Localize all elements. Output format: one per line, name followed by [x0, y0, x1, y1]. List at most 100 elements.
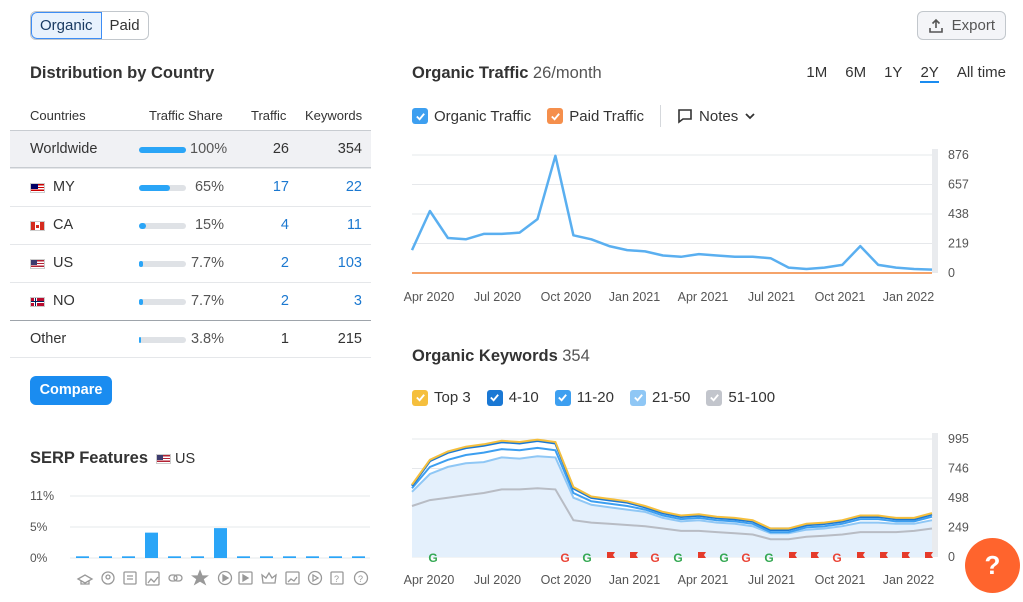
- pos-11-20-label: 11-20: [576, 389, 614, 406]
- organic-keywords-chart[interactable]: 0 249 498 746 995 Apr 2020 Jul 2020 Oct 2020 Jan…: [400, 425, 1000, 597]
- traffic-link[interactable]: 2: [280, 293, 289, 309]
- traffic-legend: Organic Traffic Paid Traffic Notes: [412, 105, 756, 127]
- traffic-link[interactable]: 4: [280, 217, 289, 233]
- table-row-other[interactable]: Other 3.8% 1 215: [10, 320, 371, 358]
- x-tick-label: Apr 2020: [404, 290, 455, 304]
- range-1y[interactable]: 1Y: [884, 64, 903, 81]
- note-flag-marker: [630, 552, 638, 564]
- keywords-link[interactable]: 3: [353, 293, 362, 309]
- serp-country[interactable]: US: [156, 451, 195, 467]
- table-row-ca[interactable]: CA 15% 4 11: [10, 206, 371, 244]
- x-tick-label: Apr 2020: [404, 573, 455, 587]
- country-cell: NO: [30, 283, 75, 320]
- top3-checkbox[interactable]: [412, 389, 428, 406]
- header-countries: Countries: [30, 108, 86, 123]
- x-tick-label: Oct 2020: [541, 290, 592, 304]
- top3-label: Top 3: [434, 389, 471, 406]
- y-tick-label: 876: [948, 148, 969, 162]
- paid-traffic-checkbox[interactable]: [547, 108, 564, 124]
- share-value: 65%: [194, 179, 224, 195]
- serp-bars: [76, 528, 365, 558]
- pos-51-100-checkbox[interactable]: [706, 389, 723, 406]
- range-2y[interactable]: 2Y: [920, 64, 939, 83]
- series-line-11-20: [411, 446, 933, 534]
- news-icon[interactable]: [123, 571, 137, 585]
- link-icon[interactable]: [168, 574, 183, 582]
- serp-features-header: SERP Features US: [30, 449, 195, 468]
- organic-keywords-header: Organic Keywords 354: [412, 347, 590, 366]
- traffic-value: 1: [280, 331, 289, 347]
- range-1m[interactable]: 1M: [806, 64, 828, 81]
- x-tick-label: Apr 2021: [678, 290, 729, 304]
- google-update-marker: G: [650, 551, 659, 565]
- star-icon[interactable]: [191, 569, 209, 586]
- serp-ytick-5: 5%: [30, 520, 48, 534]
- crown-icon[interactable]: [261, 571, 277, 584]
- image-pack-icon[interactable]: [145, 571, 160, 586]
- table-row-no[interactable]: NO 7.7% 2 3: [10, 282, 371, 320]
- export-button[interactable]: Export: [916, 11, 1006, 40]
- check-icon: [633, 394, 643, 402]
- country-name: NO: [53, 293, 75, 309]
- y-tick-label: 0: [948, 266, 955, 280]
- compare-button[interactable]: Compare: [30, 376, 112, 405]
- organic-tab[interactable]: Organic: [31, 12, 102, 39]
- range-all-time[interactable]: All time: [956, 64, 1006, 81]
- x-tick-label: Oct 2020: [541, 573, 592, 587]
- export-label: Export: [951, 17, 995, 34]
- note-flag-marker: [880, 552, 888, 564]
- traffic-link[interactable]: 2: [280, 255, 289, 271]
- table-row-us[interactable]: US 7.7% 2 103: [10, 244, 371, 282]
- us-flag-icon: [156, 453, 171, 464]
- x-tick-label: Jul 2021: [748, 290, 795, 304]
- location-pin-icon[interactable]: [101, 571, 115, 585]
- y-tick-label: 657: [948, 178, 969, 192]
- organic-keywords-title: Organic Keywords: [412, 347, 558, 365]
- keywords-link[interactable]: 11: [346, 217, 362, 233]
- keywords-link[interactable]: 103: [337, 255, 362, 271]
- paid-tab[interactable]: Paid: [109, 17, 140, 34]
- country-name: MY: [53, 179, 75, 195]
- x-tick-label: Apr 2021: [678, 573, 729, 587]
- header-keywords: Keywords: [305, 108, 363, 123]
- organic-traffic-line: [410, 154, 933, 271]
- organic-traffic-checkbox[interactable]: [412, 108, 428, 124]
- education-icon[interactable]: [76, 574, 94, 585]
- share-bar: [139, 223, 186, 229]
- play-circle-icon[interactable]: [307, 570, 323, 586]
- organic-traffic-chart[interactable]: 0 219 438 657 876 Apr 2020 Jul 2020 Oct 2020 Jan…: [400, 140, 1000, 310]
- pos-11-20-checkbox[interactable]: [554, 389, 571, 406]
- pos-4-10-checkbox[interactable]: [486, 389, 503, 406]
- pos-51-100-label: 51-100: [728, 389, 776, 406]
- table-row-my[interactable]: MY 65% 17 22: [10, 168, 371, 206]
- keywords-link[interactable]: 22: [345, 179, 362, 195]
- help-circle-icon[interactable]: ?: [353, 570, 369, 586]
- table-row-worldwide[interactable]: Worldwide 100% 26 354: [10, 130, 371, 168]
- traffic-link[interactable]: 17: [272, 179, 289, 195]
- share-bar: [139, 261, 186, 267]
- series-line-4-10: [410, 439, 933, 531]
- x-tick-label: Oct 2021: [815, 290, 866, 304]
- video-carousel-icon[interactable]: [238, 571, 253, 585]
- notes-label: Notes: [699, 107, 739, 125]
- range-6m[interactable]: 6M: [845, 64, 867, 81]
- country-name: US: [53, 255, 74, 271]
- pos-21-50-checkbox[interactable]: [630, 389, 646, 406]
- note-flag-marker: [811, 552, 819, 564]
- image-icon[interactable]: [285, 571, 300, 585]
- x-tick-label: Jul 2021: [748, 573, 795, 587]
- serp-feature-icons: ? ?: [76, 569, 369, 586]
- google-update-marker: G: [673, 551, 682, 565]
- faq-icon[interactable]: ?: [330, 571, 344, 585]
- serp-bar: [283, 556, 296, 558]
- help-button[interactable]: ?: [965, 538, 1020, 593]
- video-play-icon[interactable]: [217, 570, 233, 586]
- country-cell: MY: [30, 169, 75, 206]
- chevron-down-icon: [745, 113, 755, 120]
- serp-bar: [76, 556, 89, 558]
- google-update-marker: G: [832, 551, 841, 565]
- legend-divider: [660, 105, 662, 127]
- notes-dropdown[interactable]: Notes: [677, 108, 756, 125]
- share-value: 15%: [194, 217, 224, 233]
- note-flag-marker: [902, 552, 910, 564]
